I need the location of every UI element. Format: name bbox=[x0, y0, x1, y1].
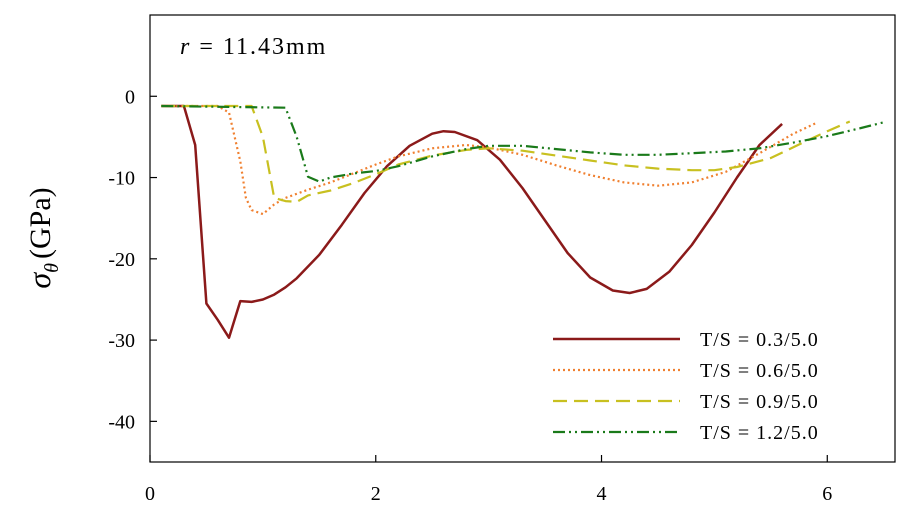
x-axis-ticks: 0 2 4 6 bbox=[145, 455, 832, 505]
y-axis-label-symbol: σ bbox=[21, 272, 57, 289]
series-line-1 bbox=[161, 104, 783, 339]
y-axis-label-subscript: θ bbox=[41, 263, 63, 273]
legend-label-4: T/S = 1.2/5.0 bbox=[700, 422, 819, 444]
annotation-radius-text: = 11.43mm bbox=[191, 34, 327, 60]
legend-label-3: T/S = 0.9/5.0 bbox=[700, 391, 819, 413]
series-line-2 bbox=[161, 104, 817, 216]
legend: T/S = 0.3/5.0 T/S = 0.6/5.0 T/S = 0.9/5.0 T… bbox=[553, 329, 819, 444]
series-line-3 bbox=[161, 104, 851, 203]
legend-label-2: T/S = 0.6/5.0 bbox=[700, 360, 819, 382]
annotation-radius-prefix: r bbox=[180, 34, 191, 60]
y-tick-label: -30 bbox=[108, 330, 135, 352]
x-tick-label: 6 bbox=[822, 483, 832, 505]
x-tick-label: 4 bbox=[597, 483, 607, 505]
plot-area-frame bbox=[149, 14, 896, 463]
y-tick-label: -10 bbox=[108, 168, 135, 190]
y-tick-label: 0 bbox=[125, 86, 135, 108]
series-lines bbox=[161, 104, 884, 339]
y-tick-label: -20 bbox=[108, 249, 135, 271]
x-tick-label: 0 bbox=[145, 483, 155, 505]
y-axis-label: σθ (GPa) bbox=[21, 187, 63, 288]
annotation-radius: r = 11.43mm bbox=[180, 34, 327, 60]
y-axis-ticks: 0 -10 -20 -30 -40 bbox=[108, 86, 157, 433]
y-tick-label: -40 bbox=[108, 411, 135, 433]
series-line-4 bbox=[161, 104, 884, 183]
x-tick-label: 2 bbox=[371, 483, 381, 505]
legend-label-1: T/S = 0.3/5.0 bbox=[700, 329, 819, 351]
y-axis-label-unit: (GPa) bbox=[24, 187, 57, 259]
